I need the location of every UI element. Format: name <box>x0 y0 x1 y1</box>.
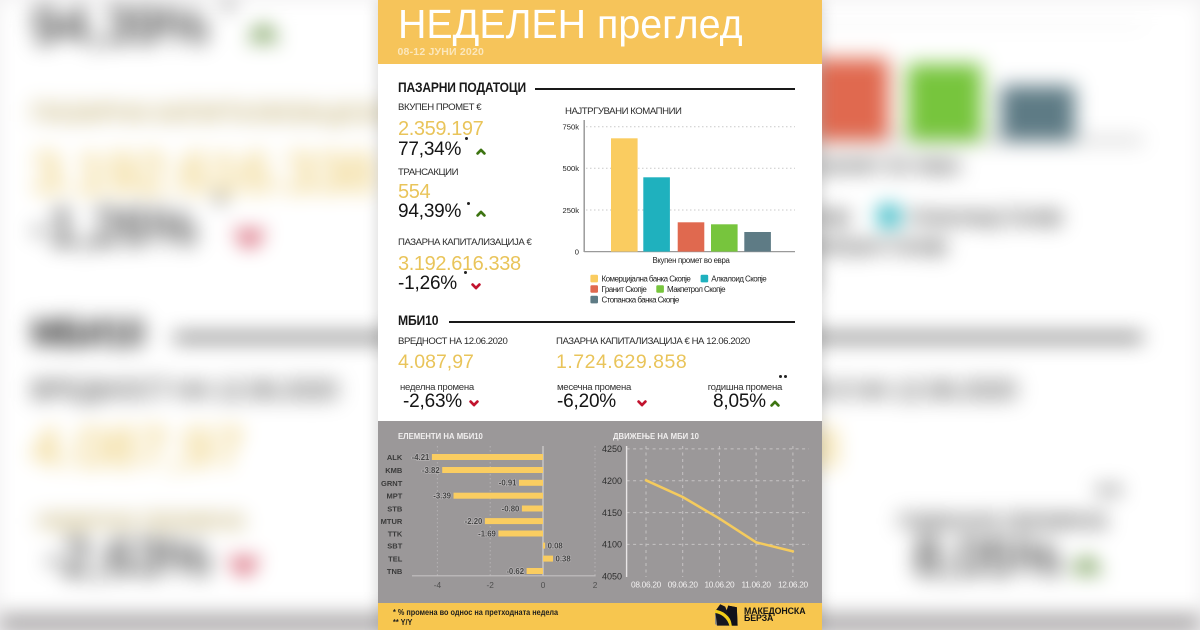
svg-text:-0.62: -0.62 <box>506 567 524 576</box>
svg-text:Алкалоид Скопје: Алкалоид Скопје <box>908 204 1063 229</box>
svg-text:0: 0 <box>575 247 579 256</box>
svg-text:0: 0 <box>541 580 546 590</box>
svg-text:STB: STB <box>387 505 403 514</box>
svg-text:-4.21: -4.21 <box>412 453 430 462</box>
svg-text:4200: 4200 <box>602 476 622 486</box>
svg-text:2: 2 <box>593 580 598 590</box>
svg-text:-2: -2 <box>487 580 495 590</box>
svg-text:ALK: ALK <box>387 453 403 462</box>
svg-text:0.08: 0.08 <box>548 542 564 551</box>
svg-text:250k: 250k <box>563 206 580 215</box>
svg-text:GRNT: GRNT <box>381 479 403 488</box>
svg-text:Вкупен промет во евра: Вкупен промет во евра <box>652 256 730 265</box>
svg-text:-3.82: -3.82 <box>422 466 440 475</box>
svg-text:0.38: 0.38 <box>556 555 572 564</box>
svg-text:-3.39: -3.39 <box>433 492 451 501</box>
svg-text:4150: 4150 <box>602 508 622 518</box>
svg-text:Гранит Скопје: Гранит Скопје <box>602 285 648 294</box>
svg-text:TNB: TNB <box>387 567 403 576</box>
svg-text:MPT: MPT <box>386 492 402 501</box>
svg-text:-2.20: -2.20 <box>465 517 483 526</box>
svg-text:TEL: TEL <box>388 555 403 564</box>
svg-text:-4: -4 <box>434 580 442 590</box>
svg-text:TTK: TTK <box>388 530 403 539</box>
svg-text:12.06.20: 12.06.20 <box>778 580 809 590</box>
svg-text:08.06.20: 08.06.20 <box>631 580 662 590</box>
svg-text:-1.69: -1.69 <box>478 529 496 538</box>
svg-text:-0.91: -0.91 <box>499 479 517 488</box>
svg-text:Комерцијална банка Скопје: Комерцијална банка Скопје <box>602 274 692 283</box>
svg-text:11.06.20: 11.06.20 <box>741 580 771 590</box>
svg-text:SBT: SBT <box>387 542 402 551</box>
svg-text:500k: 500k <box>563 164 580 173</box>
svg-text:Алкалоид Скопје: Алкалоид Скопје <box>711 274 767 283</box>
svg-text:Стопанска банка Скопје: Стопанска банка Скопје <box>602 295 680 304</box>
svg-text:KMB: KMB <box>385 466 403 475</box>
svg-text:4100: 4100 <box>602 540 622 550</box>
svg-text:Макпетрол Скопје: Макпетрол Скопје <box>667 285 726 294</box>
svg-text:750k: 750k <box>563 123 580 132</box>
svg-text:09.06.20: 09.06.20 <box>668 580 699 590</box>
svg-text:10.06.20: 10.06.20 <box>704 580 735 590</box>
svg-text:4050: 4050 <box>602 572 622 582</box>
svg-text:MTUR: MTUR <box>381 517 403 526</box>
svg-text:4250: 4250 <box>602 444 622 454</box>
svg-text:-0.80: -0.80 <box>502 504 520 513</box>
